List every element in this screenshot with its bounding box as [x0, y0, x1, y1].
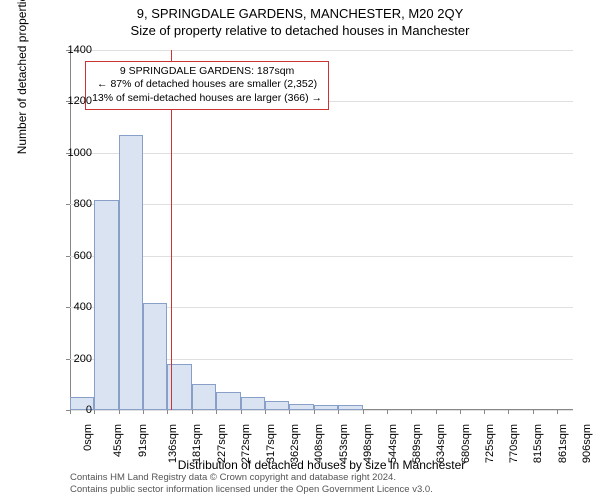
xtick-label: 45sqm: [112, 424, 124, 457]
chart-area: 0sqm45sqm91sqm136sqm181sqm227sqm272sqm31…: [70, 50, 573, 410]
annotation-line: 13% of semi-detached houses are larger (…: [92, 92, 322, 106]
xtick-mark: [216, 410, 217, 414]
histogram-bar: [241, 397, 265, 410]
xtick-label: 0sqm: [82, 424, 94, 451]
x-axis-label: Distribution of detached houses by size …: [70, 458, 573, 472]
histogram-bar: [289, 404, 313, 410]
xtick-mark: [508, 410, 509, 414]
chart-title: 9, SPRINGDALE GARDENS, MANCHESTER, M20 2…: [0, 0, 600, 21]
xtick-mark: [143, 410, 144, 414]
annotation-line: ← 87% of detached houses are smaller (2,…: [92, 78, 322, 92]
xtick-label: 91sqm: [137, 424, 149, 457]
xtick-mark: [119, 410, 120, 414]
xtick-mark: [557, 410, 558, 414]
xtick-mark: [484, 410, 485, 414]
ytick-label: 600: [52, 250, 92, 262]
xtick-mark: [387, 410, 388, 414]
ytick-label: 1400: [52, 44, 92, 56]
histogram-bar: [338, 405, 363, 410]
xtick-mark: [167, 410, 168, 414]
xtick-mark: [94, 410, 95, 414]
histogram-bar: [265, 401, 290, 410]
xtick-mark: [411, 410, 412, 414]
xtick-mark: [436, 410, 437, 414]
attribution-line2: Contains public sector information licen…: [70, 484, 433, 496]
annotation-box: 9 SPRINGDALE GARDENS: 187sqm← 87% of det…: [85, 61, 329, 110]
chart-container: 9, SPRINGDALE GARDENS, MANCHESTER, M20 2…: [0, 0, 600, 500]
grid-line: [70, 204, 573, 205]
histogram-bar: [94, 200, 119, 410]
chart-subtitle: Size of property relative to detached ho…: [0, 21, 600, 40]
annotation-line: 9 SPRINGDALE GARDENS: 187sqm: [92, 65, 322, 79]
xtick-mark: [338, 410, 339, 414]
ytick-label: 0: [52, 404, 92, 416]
xtick-mark: [363, 410, 364, 414]
xtick-mark: [533, 410, 534, 414]
histogram-bar: [216, 392, 240, 410]
histogram-bar: [192, 384, 216, 410]
ytick-label: 1200: [52, 95, 92, 107]
histogram-bar: [143, 303, 167, 410]
ytick-label: 800: [52, 198, 92, 210]
attribution-line1: Contains HM Land Registry data © Crown c…: [70, 472, 433, 484]
xtick-mark: [314, 410, 315, 414]
xtick-mark: [460, 410, 461, 414]
xtick-mark: [265, 410, 266, 414]
grid-line: [70, 256, 573, 257]
plot-region: 0sqm45sqm91sqm136sqm181sqm227sqm272sqm31…: [70, 50, 573, 410]
attribution: Contains HM Land Registry data © Crown c…: [70, 472, 433, 496]
grid-line: [70, 410, 573, 411]
ytick-label: 400: [52, 301, 92, 313]
xtick-mark: [241, 410, 242, 414]
grid-line: [70, 50, 573, 51]
ytick-label: 200: [52, 353, 92, 365]
histogram-bar: [314, 405, 338, 410]
xtick-mark: [192, 410, 193, 414]
histogram-bar: [119, 135, 143, 410]
ytick-label: 1000: [52, 147, 92, 159]
grid-line: [70, 153, 573, 154]
xtick-mark: [289, 410, 290, 414]
xtick-label: 906sqm: [582, 424, 594, 463]
y-axis-label: Number of detached properties: [15, 0, 29, 154]
